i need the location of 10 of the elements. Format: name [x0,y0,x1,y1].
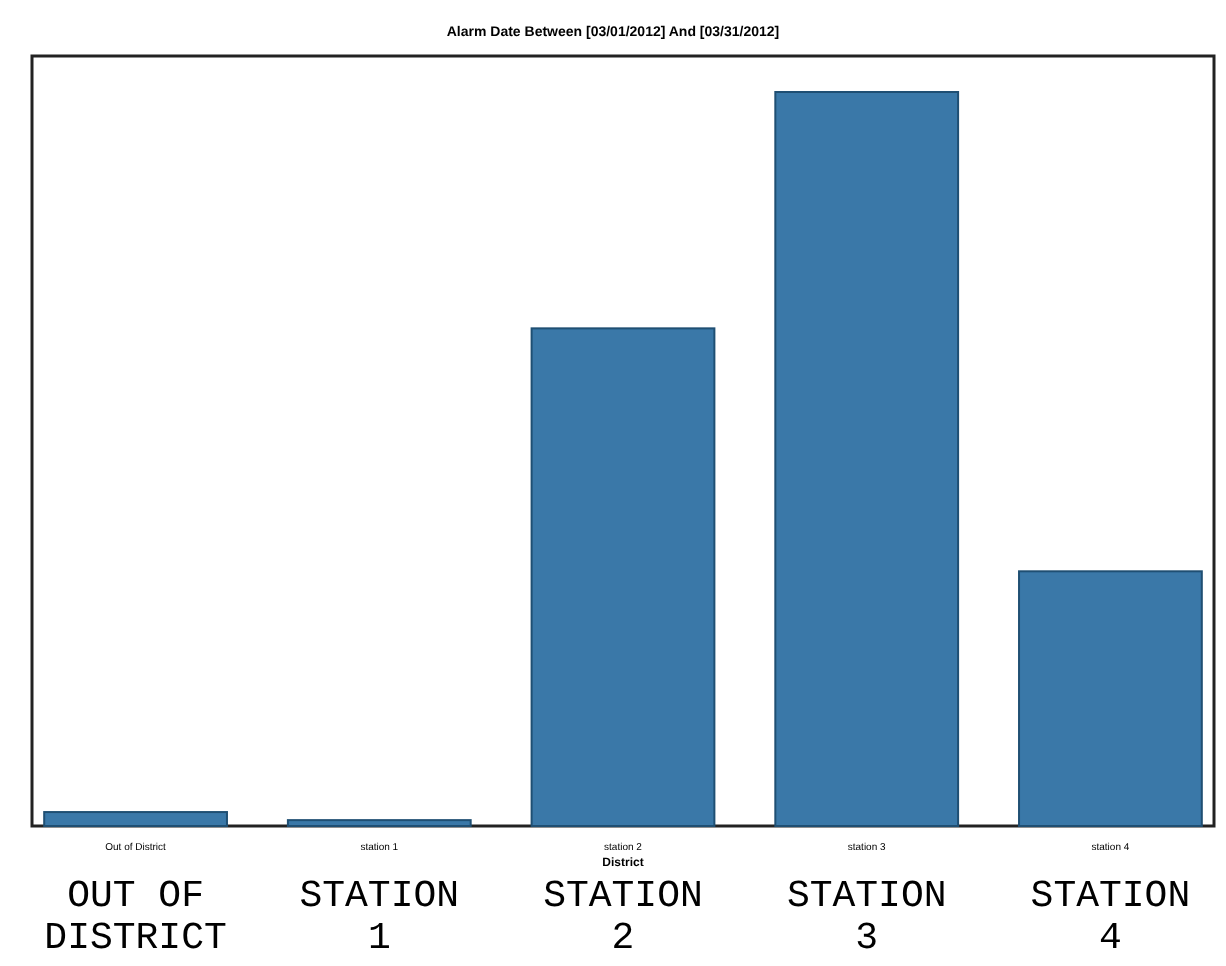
bar [286,819,472,827]
bar [774,91,960,827]
text: STATION 1 [299,874,460,960]
text: STATION 2 [543,874,703,960]
text: STATION 4 [1030,874,1191,960]
bar [43,811,228,827]
bar [530,327,716,827]
text: OUT OF DISTRICT [44,874,227,960]
bar [1018,570,1203,827]
text: STATION 3 [786,874,947,960]
